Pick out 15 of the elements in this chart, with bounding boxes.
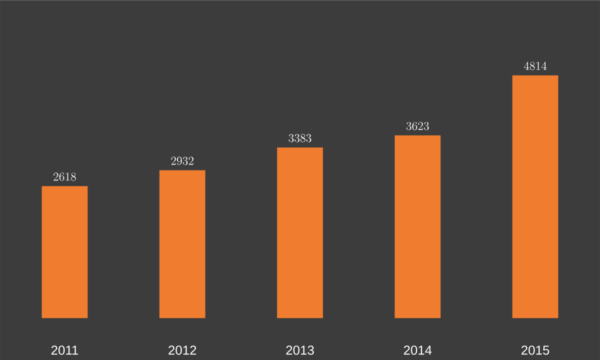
bar: [512, 75, 558, 318]
x-tick-label: 2015: [522, 346, 550, 355]
bar: [42, 186, 88, 318]
data-label: 3383: [288, 134, 312, 142]
data-label: 2932: [171, 156, 194, 165]
data-label: 2618: [54, 172, 76, 181]
bar: [277, 147, 323, 318]
bar: [159, 170, 206, 318]
x-tick-label: 2013: [286, 346, 314, 355]
data-label: 4814: [524, 62, 547, 70]
data-label: 3623: [406, 122, 429, 130]
x-tick-label: 2014: [404, 346, 432, 355]
x-tick-label: 2011: [51, 346, 78, 355]
bar: [394, 135, 441, 318]
x-tick-label: 2012: [168, 346, 196, 355]
